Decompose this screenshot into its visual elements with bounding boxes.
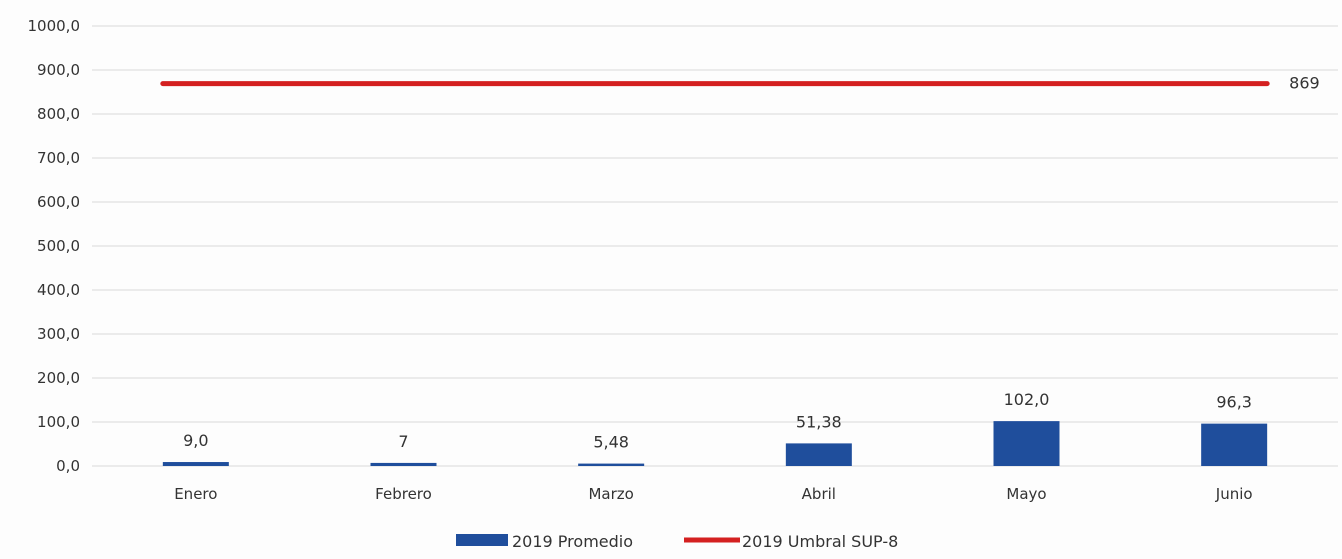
legend: 2019 Promedio 2019 Umbral SUP-8	[456, 532, 898, 551]
bar-enero	[162, 462, 229, 466]
y-tick-label: 200,0	[37, 369, 80, 387]
threshold-value-label: 869	[1289, 74, 1320, 93]
bar-junio	[1201, 423, 1268, 466]
data-labels: 9,0 7 5,48 51,38 102,0 96,3 869	[183, 74, 1320, 452]
y-tick-label: 300,0	[37, 325, 80, 343]
bar-value-label: 7	[398, 432, 408, 451]
y-tick-label: 900,0	[37, 61, 80, 79]
bar-marzo	[578, 463, 645, 466]
x-category-label: Marzo	[588, 485, 633, 503]
bar-febrero	[370, 462, 437, 466]
y-tick-label: 400,0	[37, 281, 80, 299]
x-category-label: Enero	[174, 485, 217, 503]
x-category-label: Junio	[1215, 485, 1253, 503]
x-category-label: Febrero	[375, 485, 432, 503]
legend-label-line: 2019 Umbral SUP-8	[742, 532, 898, 551]
y-tick-label: 100,0	[37, 413, 80, 431]
y-tick-label: 0,0	[56, 457, 80, 475]
legend-swatch-bar	[456, 534, 508, 546]
bar-mayo	[993, 421, 1060, 466]
bar-value-label: 96,3	[1216, 393, 1252, 412]
y-tick-label: 1000,0	[28, 17, 81, 35]
bar-value-label: 102,0	[1004, 390, 1050, 409]
y-tick-label: 600,0	[37, 193, 80, 211]
bar-value-label: 5,48	[593, 433, 629, 452]
x-category-label: Abril	[802, 485, 836, 503]
legend-label-bar: 2019 Promedio	[512, 532, 633, 551]
bar-abril	[785, 443, 852, 466]
gridlines	[92, 25, 1338, 467]
y-tick-label: 500,0	[37, 237, 80, 255]
y-tick-label: 800,0	[37, 105, 80, 123]
bar-value-label: 51,38	[796, 412, 842, 431]
bar-series	[162, 421, 1268, 466]
x-category-label: Mayo	[1006, 485, 1046, 503]
y-axis-tick-labels: 0,0 100,0 200,0 300,0 400,0 500,0 600,0 700,0 80…	[28, 17, 81, 475]
y-tick-label: 700,0	[37, 149, 80, 167]
x-axis-category-labels: Enero Febrero Marzo Abril Mayo Junio	[174, 485, 1252, 503]
bar-value-label: 9,0	[183, 431, 208, 450]
